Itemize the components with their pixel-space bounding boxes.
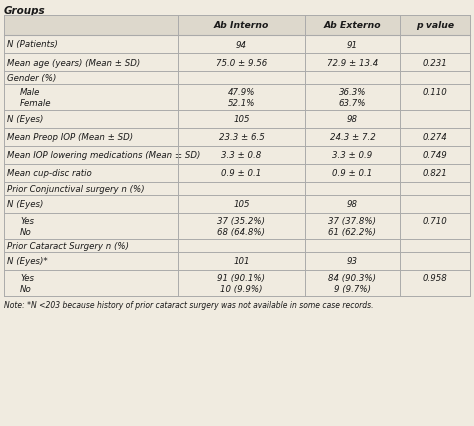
Text: 23.3 ± 6.5: 23.3 ± 6.5 — [219, 133, 264, 142]
Text: 37 (37.8%): 37 (37.8%) — [328, 217, 376, 226]
Bar — [4, 183, 470, 196]
Text: No: No — [20, 284, 32, 293]
Text: N (Patients): N (Patients) — [7, 40, 58, 49]
Text: 0.9 ± 0.1: 0.9 ± 0.1 — [332, 169, 373, 178]
Text: 75.0 ± 9.56: 75.0 ± 9.56 — [216, 58, 267, 67]
Text: N (Eyes): N (Eyes) — [7, 115, 44, 124]
Text: Male: Male — [20, 88, 40, 97]
Bar — [4, 111, 470, 129]
Bar — [4, 239, 470, 253]
Text: 47.9%: 47.9% — [228, 88, 255, 97]
Text: 105: 105 — [233, 200, 250, 209]
Bar — [4, 147, 470, 164]
Text: 3.3 ± 0.8: 3.3 ± 0.8 — [221, 151, 262, 160]
Bar — [4, 36, 470, 54]
Bar — [4, 271, 470, 296]
Text: 68 (64.8%): 68 (64.8%) — [218, 227, 265, 236]
Text: 105: 105 — [233, 115, 250, 124]
Text: 52.1%: 52.1% — [228, 98, 255, 107]
Bar — [4, 213, 470, 239]
Text: p value: p value — [416, 21, 454, 30]
Text: 101: 101 — [233, 257, 250, 266]
Text: 63.7%: 63.7% — [339, 98, 366, 107]
Text: 98: 98 — [347, 115, 358, 124]
Text: Mean cup-disc ratio: Mean cup-disc ratio — [7, 169, 92, 178]
Text: 0.9 ± 0.1: 0.9 ± 0.1 — [221, 169, 262, 178]
Bar — [4, 196, 470, 213]
Text: 61 (62.2%): 61 (62.2%) — [328, 227, 376, 236]
Text: 91 (90.1%): 91 (90.1%) — [218, 273, 265, 282]
Bar — [4, 129, 470, 147]
Text: Gender (%): Gender (%) — [7, 74, 56, 83]
Bar — [4, 253, 470, 271]
Text: Mean age (years) (Mean ± SD): Mean age (years) (Mean ± SD) — [7, 58, 140, 67]
Text: Ab Externo: Ab Externo — [324, 21, 381, 30]
Text: Yes: Yes — [20, 217, 34, 226]
Text: No: No — [20, 227, 32, 236]
Text: Mean Preop IOP (Mean ± SD): Mean Preop IOP (Mean ± SD) — [7, 133, 133, 142]
Text: 98: 98 — [347, 200, 358, 209]
Text: 0.110: 0.110 — [423, 88, 447, 97]
Bar — [4, 85, 470, 111]
Text: 93: 93 — [347, 257, 358, 266]
Text: 72.9 ± 13.4: 72.9 ± 13.4 — [327, 58, 378, 67]
Text: Prior Cataract Surgery n (%): Prior Cataract Surgery n (%) — [7, 242, 129, 250]
Text: 3.3 ± 0.9: 3.3 ± 0.9 — [332, 151, 373, 160]
Text: 84 (90.3%): 84 (90.3%) — [328, 273, 376, 282]
Text: 37 (35.2%): 37 (35.2%) — [218, 217, 265, 226]
Text: 10 (9.9%): 10 (9.9%) — [220, 284, 263, 293]
Text: 0.749: 0.749 — [423, 151, 447, 160]
Text: 36.3%: 36.3% — [339, 88, 366, 97]
Text: 0.821: 0.821 — [423, 169, 447, 178]
Text: Note: *N <203 because history of prior cataract surgery was not available in som: Note: *N <203 because history of prior c… — [4, 300, 374, 309]
Bar — [4, 72, 470, 85]
Text: 0.231: 0.231 — [423, 58, 447, 67]
Text: 0.710: 0.710 — [423, 217, 447, 226]
Text: Prior Conjunctival surgery n (%): Prior Conjunctival surgery n (%) — [7, 184, 145, 193]
Text: Yes: Yes — [20, 273, 34, 282]
Text: 91: 91 — [347, 40, 358, 49]
Text: 94: 94 — [236, 40, 247, 49]
Bar — [4, 16, 470, 36]
Text: 9 (9.7%): 9 (9.7%) — [334, 284, 371, 293]
Text: N (Eyes): N (Eyes) — [7, 200, 44, 209]
Text: 0.274: 0.274 — [423, 133, 447, 142]
Text: Mean IOP lowering medications (Mean ± SD): Mean IOP lowering medications (Mean ± SD… — [7, 151, 201, 160]
Bar — [4, 54, 470, 72]
Text: 0.958: 0.958 — [423, 273, 447, 282]
Text: N (Eyes)*: N (Eyes)* — [7, 257, 48, 266]
Text: 24.3 ± 7.2: 24.3 ± 7.2 — [329, 133, 375, 142]
Text: Female: Female — [20, 98, 52, 107]
Text: Groups: Groups — [4, 6, 46, 16]
Bar — [4, 164, 470, 183]
Text: Ab Interno: Ab Interno — [214, 21, 269, 30]
